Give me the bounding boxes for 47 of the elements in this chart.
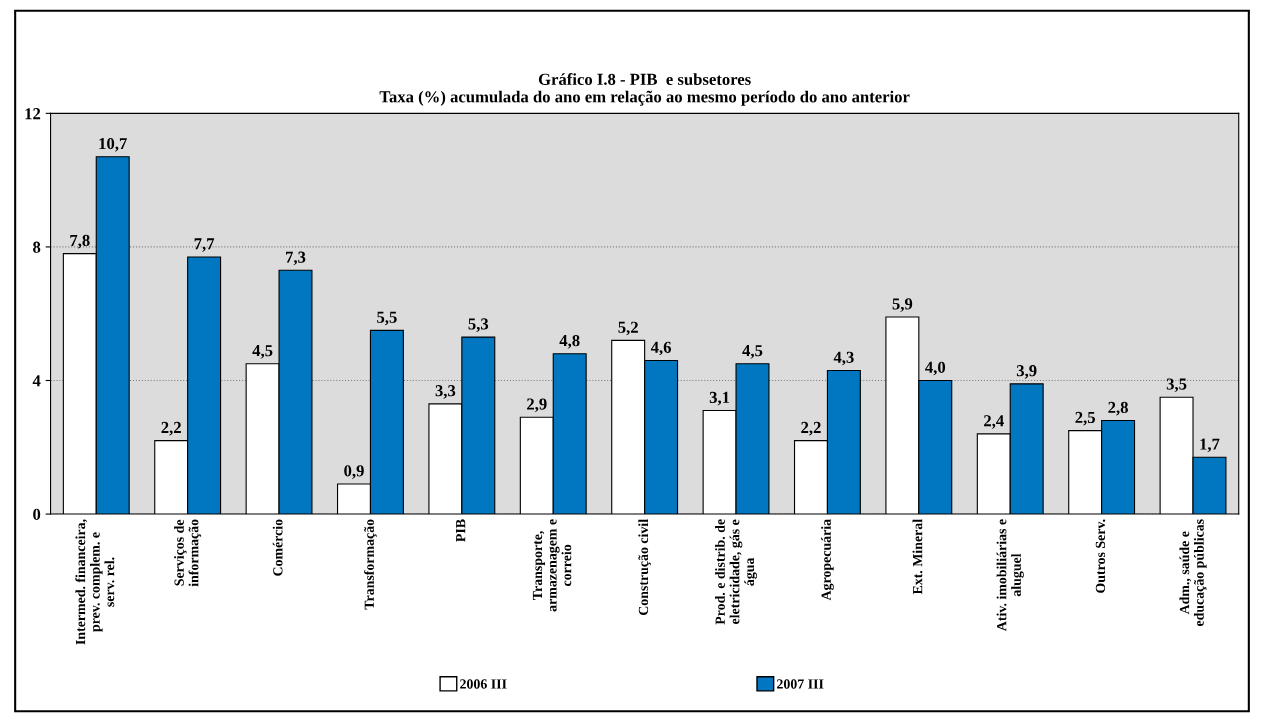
x-tick-label: PIB	[456, 519, 466, 542]
data-label: 1,7	[1200, 438, 1220, 453]
x-tick-label: Prod. e distrib. de eletricidade, gás e água	[715, 519, 757, 625]
data-label: 3,1	[709, 391, 730, 406]
data-label: 7,8	[70, 234, 90, 249]
data-label: 5,3	[468, 318, 489, 332]
x-tick-label: Agropecuária	[821, 519, 834, 601]
data-label: 3,5	[1166, 378, 1187, 393]
x-tick-label: Adm., saúde e educação públicas	[1179, 519, 1207, 627]
data-label: 4,8	[559, 334, 580, 349]
x-tick-label: Comércio	[272, 519, 283, 576]
y-tick-label: 12	[25, 108, 41, 120]
data-label: 2,4	[984, 415, 1004, 429]
x-tick-label: Ext. Mineral	[912, 519, 923, 595]
data-label: 4,0	[925, 361, 946, 376]
data-label: 4,5	[742, 345, 763, 359]
x-tick-label: Ativ. imobiliárias e aluguel	[996, 519, 1024, 632]
y-tick-label: 8	[33, 241, 41, 253]
x-tick-label: Outros Serv.	[1095, 519, 1106, 593]
data-label: 5,2	[618, 321, 638, 336]
data-label: 2,8	[1108, 401, 1128, 416]
data-label: 3,3	[435, 385, 456, 399]
y-tick-label: 4	[32, 375, 41, 387]
x-tick-label: Construção civil	[638, 519, 651, 616]
data-label: 2,2	[801, 421, 821, 436]
x-tick-label: Transformação	[364, 519, 377, 610]
data-label: 2,5	[1075, 411, 1095, 426]
data-label: 5,5	[377, 311, 397, 326]
data-label: 4,3	[833, 351, 854, 366]
data-label: 4,5	[252, 345, 273, 359]
y-tick-label: 0	[33, 508, 41, 521]
legend-label: 2007 III	[777, 679, 824, 689]
data-label: 4,6	[650, 341, 672, 356]
x-tick-label: Transporte, armazenagem e correio	[532, 519, 572, 612]
data-label: 10,7	[99, 137, 127, 152]
legend-label: 2006 III	[460, 679, 507, 689]
x-tick-label: Intermed. financeira, prev. complem. e serv. rel.	[75, 519, 115, 645]
data-label: 5,9	[892, 298, 913, 312]
data-label: 2,2	[161, 421, 181, 436]
data-label: 0,9	[344, 465, 364, 479]
chart-subtitle: Taxa (%) acumulada do ano em relação ao mesmo período do ano anterior	[379, 90, 910, 106]
data-label: 2,9	[527, 398, 547, 413]
data-label: 7,3	[286, 251, 306, 266]
data-label: 3,9	[1016, 365, 1037, 379]
chart-title: Gráfico I.8 - PIB e subsetores	[538, 73, 751, 86]
x-tick-label: Serviços de informação	[174, 519, 202, 587]
data-label: 7,7	[194, 238, 215, 252]
